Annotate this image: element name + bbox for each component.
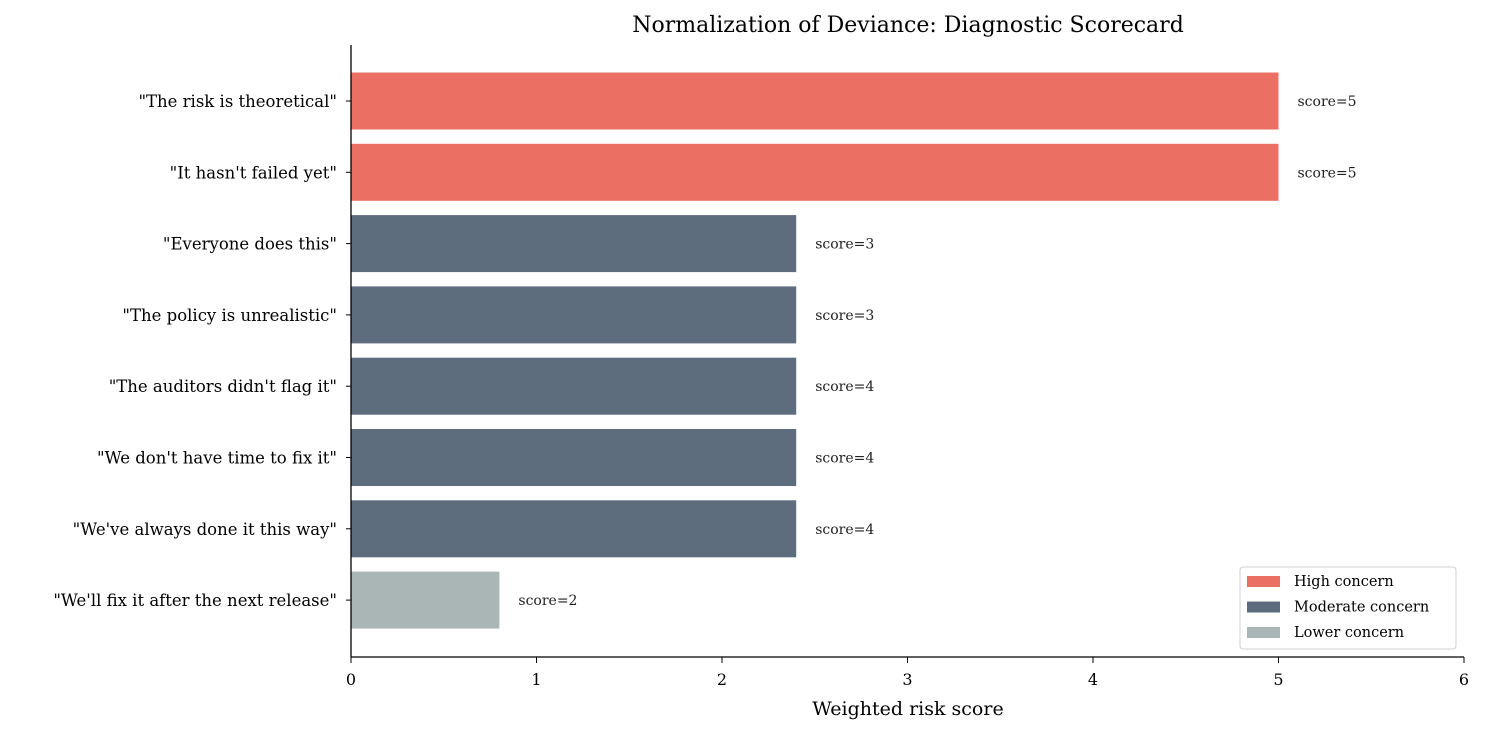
- x-tick-label-3: 3: [902, 670, 912, 689]
- bar-7: [351, 571, 500, 629]
- x-tick-label-2: 2: [717, 670, 727, 689]
- x-tick-label-0: 0: [346, 670, 356, 689]
- bar-value-label-4: score=4: [815, 379, 874, 395]
- bar-3: [351, 286, 797, 344]
- bar-0: [351, 72, 1279, 130]
- bar-value-label-1: score=5: [1298, 165, 1357, 181]
- y-tick-label-1: "It hasn't failed yet": [170, 163, 337, 182]
- y-tick-label-6: "We've always done it this way": [73, 520, 337, 539]
- bar-value-label-6: score=4: [815, 522, 874, 538]
- legend-swatch-lower: [1247, 627, 1280, 638]
- legend-label-high: High concern: [1294, 574, 1394, 590]
- legend-swatch-moderate: [1247, 601, 1280, 613]
- bar-4: [351, 357, 797, 415]
- axes-layer: "The risk is theoretical" "It hasn't fail…: [53, 45, 1469, 689]
- legend-swatch-high: [1247, 576, 1280, 587]
- chart-title: Normalization of Deviance: Diagnostic Sc…: [632, 13, 1184, 38]
- legend-label-lower: Lower concern: [1294, 625, 1404, 641]
- y-tick-label-0: "The risk is theoretical": [138, 92, 337, 111]
- y-tick-label-4: "The auditors didn't flag it": [109, 377, 337, 396]
- y-tick-label-5: "We don't have time to fix it": [97, 449, 337, 468]
- bars-layer: score=5 score=5 score=3 score=3 score=4 score…: [351, 72, 1357, 629]
- x-tick-label-1: 1: [531, 670, 541, 689]
- bar-2: [351, 215, 797, 273]
- x-axis-label: Weighted risk score: [812, 698, 1003, 720]
- x-tick-label-5: 5: [1273, 670, 1283, 689]
- bar-1: [351, 143, 1279, 201]
- bar-value-label-5: score=4: [815, 451, 874, 467]
- bar-value-label-0: score=5: [1298, 94, 1357, 110]
- bar-value-label-2: score=3: [815, 237, 874, 253]
- x-tick-label-4: 4: [1088, 670, 1098, 689]
- legend-box: [1239, 566, 1457, 650]
- y-tick-label-2: "Everyone does this": [163, 235, 337, 254]
- y-tick-label-3: "The policy is unrealistic": [122, 306, 337, 325]
- legend: High concern Moderate concern Lower concer…: [1239, 566, 1457, 650]
- bar-value-label-7: score=2: [518, 593, 577, 609]
- bar-value-label-3: score=3: [815, 308, 874, 324]
- legend-label-moderate: Moderate concern: [1294, 600, 1429, 616]
- bar-5: [351, 429, 797, 486]
- y-tick-label-7: "We'll fix it after the next release": [53, 591, 337, 610]
- x-tick-label-6: 6: [1459, 670, 1469, 689]
- bar-6: [351, 500, 797, 558]
